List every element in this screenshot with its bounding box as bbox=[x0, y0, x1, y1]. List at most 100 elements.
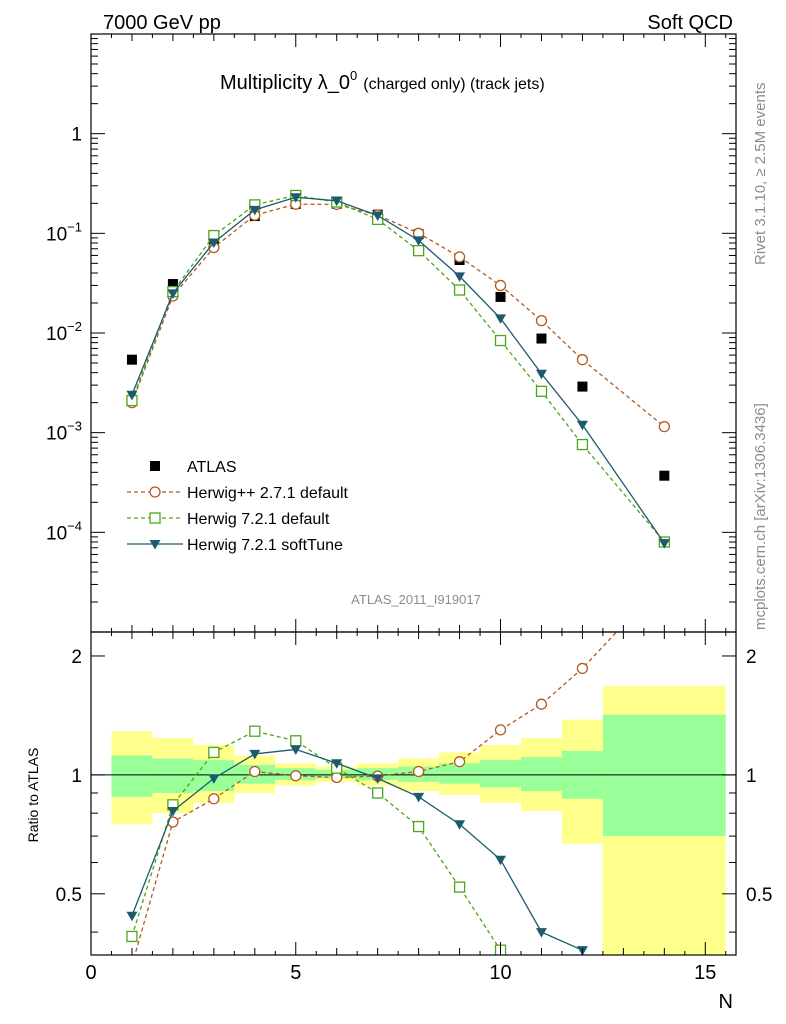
mc-point-circle bbox=[290, 770, 302, 782]
mc-point-triangle bbox=[413, 236, 425, 246]
data-point bbox=[126, 354, 137, 365]
data-point bbox=[150, 461, 160, 471]
header-category-label: Soft QCD bbox=[647, 12, 733, 34]
ratio-y-tick-label: 1 bbox=[71, 766, 82, 787]
y-tick-label: 10−1 bbox=[46, 219, 82, 245]
mc-point-circle bbox=[658, 420, 670, 433]
mc-point-circle bbox=[576, 662, 589, 675]
mc-point-triangle bbox=[208, 774, 220, 784]
ratio-y-tick-label-right: 2 bbox=[746, 647, 757, 668]
mc-point-square bbox=[208, 746, 220, 759]
mc-point-circle bbox=[659, 576, 669, 586]
mc-point-circle bbox=[494, 279, 507, 292]
legend: ATLAS Herwig++ 2.7.1 default Herwig 7.2.1 … bbox=[127, 459, 349, 554]
svg-text:Multiplicity λ_00(charged only: Multiplicity λ_00 (charged only) (track j… bbox=[220, 68, 545, 94]
data-point bbox=[167, 279, 178, 290]
mc-point-triangle bbox=[290, 745, 302, 755]
mc-point-triangle bbox=[535, 928, 547, 938]
mc-point-triangle bbox=[576, 420, 588, 431]
data-point bbox=[495, 291, 506, 302]
mc-point-triangle bbox=[126, 390, 138, 401]
mc-point-triangle bbox=[331, 196, 343, 207]
mc-point-square bbox=[535, 385, 548, 397]
mc-point-square bbox=[149, 512, 161, 524]
title-superscript: 0 bbox=[350, 68, 357, 83]
mc-point-square bbox=[577, 1001, 587, 1011]
title-main: Multiplicity λ_0 bbox=[220, 72, 350, 94]
mc-point-square bbox=[576, 438, 589, 451]
mc-point-triangle bbox=[372, 774, 384, 784]
main-panel-series bbox=[126, 189, 670, 549]
data-point bbox=[659, 470, 670, 481]
series-herwig-7-2-1-softtune bbox=[126, 745, 588, 955]
rivet-label: Rivet 3.1.10, ≥ 2.5M events bbox=[752, 83, 769, 266]
legend-entry: Herwig 7.2.1 default bbox=[127, 511, 330, 528]
y-tick-label: 10−3 bbox=[46, 419, 82, 445]
data-point bbox=[577, 381, 588, 392]
x-tick-label: 15 bbox=[694, 962, 716, 984]
inner-band-bin bbox=[602, 714, 726, 837]
x-tick-label: 5 bbox=[290, 962, 301, 984]
mc-point-circle bbox=[535, 698, 548, 710]
mc-point-circle bbox=[149, 486, 161, 498]
mc-point-triangle bbox=[249, 749, 261, 760]
inner-band-bin bbox=[111, 755, 153, 797]
mc-point-triangle bbox=[290, 193, 302, 203]
mc-point-triangle bbox=[495, 855, 507, 866]
mc-point-triangle bbox=[535, 369, 547, 380]
mc-point-circle bbox=[494, 724, 507, 736]
mc-point-circle bbox=[453, 251, 466, 263]
mc-point-triangle bbox=[208, 238, 220, 248]
mc-point-circle bbox=[331, 771, 343, 784]
title-suffix: (charged only) (track jets) bbox=[363, 76, 544, 93]
mc-point-circle bbox=[127, 960, 137, 970]
ratio-panel-frame bbox=[90, 631, 737, 956]
legend-label: Herwig 7.2.1 softTune bbox=[187, 537, 343, 554]
data-point bbox=[536, 333, 547, 344]
header-energy-label: 7000 GeV pp bbox=[103, 12, 221, 34]
mc-point-square bbox=[453, 881, 466, 893]
axes: 0 5 10 15 10−4 10−3 10−2 10−1 1 0.5 0.5 1 1 2 2 bbox=[46, 33, 772, 984]
legend-entry: ATLAS bbox=[150, 459, 237, 476]
mc-point-triangle bbox=[331, 759, 343, 769]
x-tick-label: 0 bbox=[85, 962, 96, 984]
ratio-y-tick-label-right: 0.5 bbox=[746, 885, 772, 906]
analysis-id: ATLAS_2011_I919017 bbox=[351, 592, 481, 607]
legend-label: Herwig 7.2.1 default bbox=[187, 511, 330, 528]
y-tick-label: 10−4 bbox=[46, 518, 82, 544]
y-tick-label: 10−2 bbox=[46, 319, 82, 345]
mc-point-square bbox=[249, 725, 261, 737]
mc-point-triangle bbox=[454, 820, 466, 830]
mc-point-triangle bbox=[167, 807, 179, 817]
ratio-y-axis-label: Ratio to ATLAS bbox=[25, 748, 41, 843]
mc-point-square bbox=[453, 284, 466, 296]
series-herwig-7-2-1-softtune bbox=[126, 193, 670, 549]
mc-point-circle bbox=[535, 315, 548, 327]
series-line bbox=[131, 730, 507, 955]
inner-band-bin bbox=[152, 758, 194, 793]
x-tick-label: 10 bbox=[489, 962, 511, 984]
inner-band-bin bbox=[521, 756, 562, 792]
mc-point-square bbox=[536, 982, 546, 992]
legend-entry: Herwig++ 2.7.1 default bbox=[127, 485, 349, 502]
mcplots-label: mcplots.cern.ch [arXiv:1306.3436] bbox=[752, 403, 769, 630]
mc-point-triangle bbox=[249, 205, 261, 216]
mc-point-triangle bbox=[454, 272, 466, 282]
mc-point-circle bbox=[249, 765, 261, 778]
ratio-uncertainty-bands bbox=[91, 685, 736, 955]
mc-point-circle bbox=[208, 793, 220, 805]
mc-point-circle bbox=[453, 756, 466, 768]
inner-band-bin bbox=[480, 760, 521, 788]
series-line bbox=[131, 748, 583, 951]
mc-point-triangle bbox=[167, 289, 179, 299]
mc-point-triangle bbox=[126, 911, 138, 922]
x-axis-label: N bbox=[719, 991, 733, 1013]
ratio-y-tick-label: 0.5 bbox=[56, 885, 82, 906]
inner-band-bin bbox=[439, 763, 481, 784]
mc-point-square bbox=[372, 787, 384, 799]
mc-point-triangle bbox=[495, 314, 507, 324]
legend-entry: Herwig 7.2.1 softTune bbox=[127, 537, 343, 554]
ratio-y-tick-label: 2 bbox=[71, 647, 82, 668]
mc-point-triangle bbox=[658, 539, 670, 549]
